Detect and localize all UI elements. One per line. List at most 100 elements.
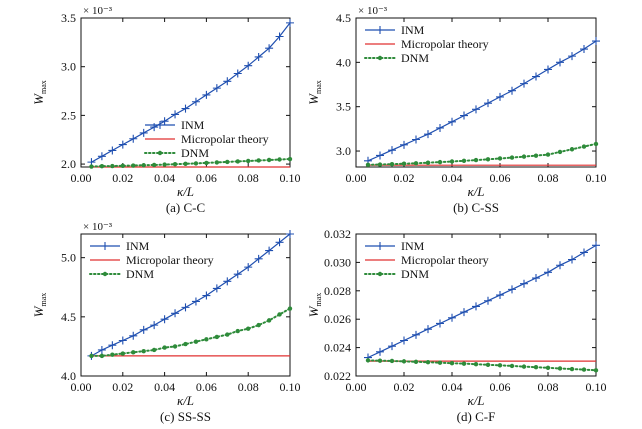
x-tick-label: 0.06 — [196, 171, 217, 185]
inm-marker — [472, 105, 480, 114]
dnm-marker — [569, 366, 575, 372]
dnm-marker — [172, 161, 178, 167]
inm-marker — [191, 97, 200, 106]
inm-marker — [400, 140, 408, 149]
inm-marker — [496, 92, 504, 101]
inm-marker — [460, 111, 468, 120]
dnm-marker — [461, 361, 467, 366]
dnm-marker — [593, 141, 599, 147]
y-tick-label: 0.032 — [324, 227, 351, 241]
dnm-marker — [183, 161, 188, 166]
x-tick-label: 0.00 — [346, 171, 367, 185]
inm-marker — [265, 44, 274, 53]
dnm-marker — [449, 361, 455, 366]
inm-marker — [592, 37, 600, 46]
dnm-marker — [437, 159, 443, 165]
legend-label: INM — [401, 23, 425, 37]
inm-marker — [254, 52, 263, 61]
x-axis-label: κ/L — [467, 184, 484, 199]
axis-multiplier: × 10⁻³ — [358, 5, 388, 17]
chart-panel-2: 0.00 0.02 0.04 0.06 0.08 0.10 3.0 3.5 4.0 4.5 × 10… — [306, 5, 607, 215]
inm-marker — [202, 90, 211, 99]
x-tick-label: 0.04 — [442, 380, 463, 394]
inm-marker — [556, 58, 564, 67]
inm-marker — [265, 246, 274, 255]
inm-marker — [202, 291, 211, 300]
inm-marker — [150, 123, 159, 132]
inm-marker — [171, 110, 180, 119]
dnm-marker — [131, 163, 136, 168]
inm-marker — [388, 146, 396, 155]
dnm-marker — [246, 158, 251, 164]
legend-label: DNM — [126, 267, 154, 281]
y-axis-label: Wmax — [31, 80, 48, 105]
dnm-marker — [110, 352, 115, 357]
inm-marker — [508, 86, 516, 95]
dnm-marker — [162, 345, 167, 350]
y-tick-label: 3.0 — [61, 60, 76, 74]
inm-marker — [580, 248, 588, 257]
inm-marker — [472, 302, 480, 311]
inm-marker — [412, 330, 420, 339]
dnm-marker — [545, 152, 551, 157]
inm-marker — [484, 296, 492, 305]
dnm-marker — [413, 161, 419, 166]
dnm-marker — [365, 358, 371, 363]
inm-marker — [150, 321, 159, 330]
dnm-marker — [377, 358, 383, 363]
y-tick-label: 4.5 — [336, 11, 351, 25]
x-axis-label: κ/L — [467, 393, 484, 408]
inm-marker — [97, 345, 106, 354]
dnm-marker — [425, 360, 431, 365]
x-tick-label: 0.02 — [394, 380, 415, 394]
dnm-marker — [593, 368, 599, 373]
inm-marker — [233, 270, 242, 279]
legend-label: DNM — [401, 267, 429, 281]
dnm-marker — [151, 162, 157, 168]
y-tick-label: 2.5 — [61, 108, 76, 122]
inm-marker — [412, 135, 420, 144]
dnm-marker — [287, 306, 293, 311]
inm-marker — [388, 342, 396, 351]
inm-marker — [275, 238, 284, 247]
dnm-marker — [110, 163, 115, 169]
dnm-marker — [99, 164, 105, 169]
legend-label: INM — [181, 118, 205, 132]
inm-marker — [244, 61, 253, 70]
inm-marker — [520, 279, 528, 288]
series-line-inm — [91, 233, 291, 357]
inm-marker — [484, 99, 492, 108]
legend-marker — [101, 242, 109, 250]
y-tick-label: 4.0 — [61, 369, 76, 383]
inm-marker — [108, 146, 117, 155]
dnm-marker — [246, 326, 251, 331]
y-tick-label: 5.0 — [61, 251, 76, 265]
inm-marker — [223, 277, 232, 286]
dnm-marker — [225, 332, 230, 337]
inm-marker — [424, 130, 432, 139]
x-tick-label: 0.00 — [71, 380, 92, 394]
chart-panel-3: 0.00 0.02 0.04 0.06 0.08 0.10 4.0 4.5 5.0 × 10⁻³ κ… — [31, 221, 301, 424]
dnm-marker — [193, 339, 199, 344]
dnm-marker — [389, 358, 395, 364]
series-line-inm — [367, 40, 597, 162]
inm-marker — [580, 45, 588, 54]
x-tick-label: 0.02 — [112, 380, 133, 394]
inm-marker — [181, 104, 190, 113]
inm-marker — [568, 255, 576, 264]
inm-marker — [556, 261, 564, 270]
y-tick-label: 3.0 — [336, 144, 351, 158]
dnm-marker — [204, 160, 209, 166]
dnm-marker — [162, 162, 167, 167]
dnm-marker — [581, 367, 587, 372]
dnm-marker — [204, 337, 209, 342]
y-tick-label: 4.0 — [336, 55, 351, 69]
inm-marker — [544, 65, 552, 74]
inm-marker — [286, 230, 294, 238]
x-tick-label: 0.04 — [442, 171, 463, 185]
